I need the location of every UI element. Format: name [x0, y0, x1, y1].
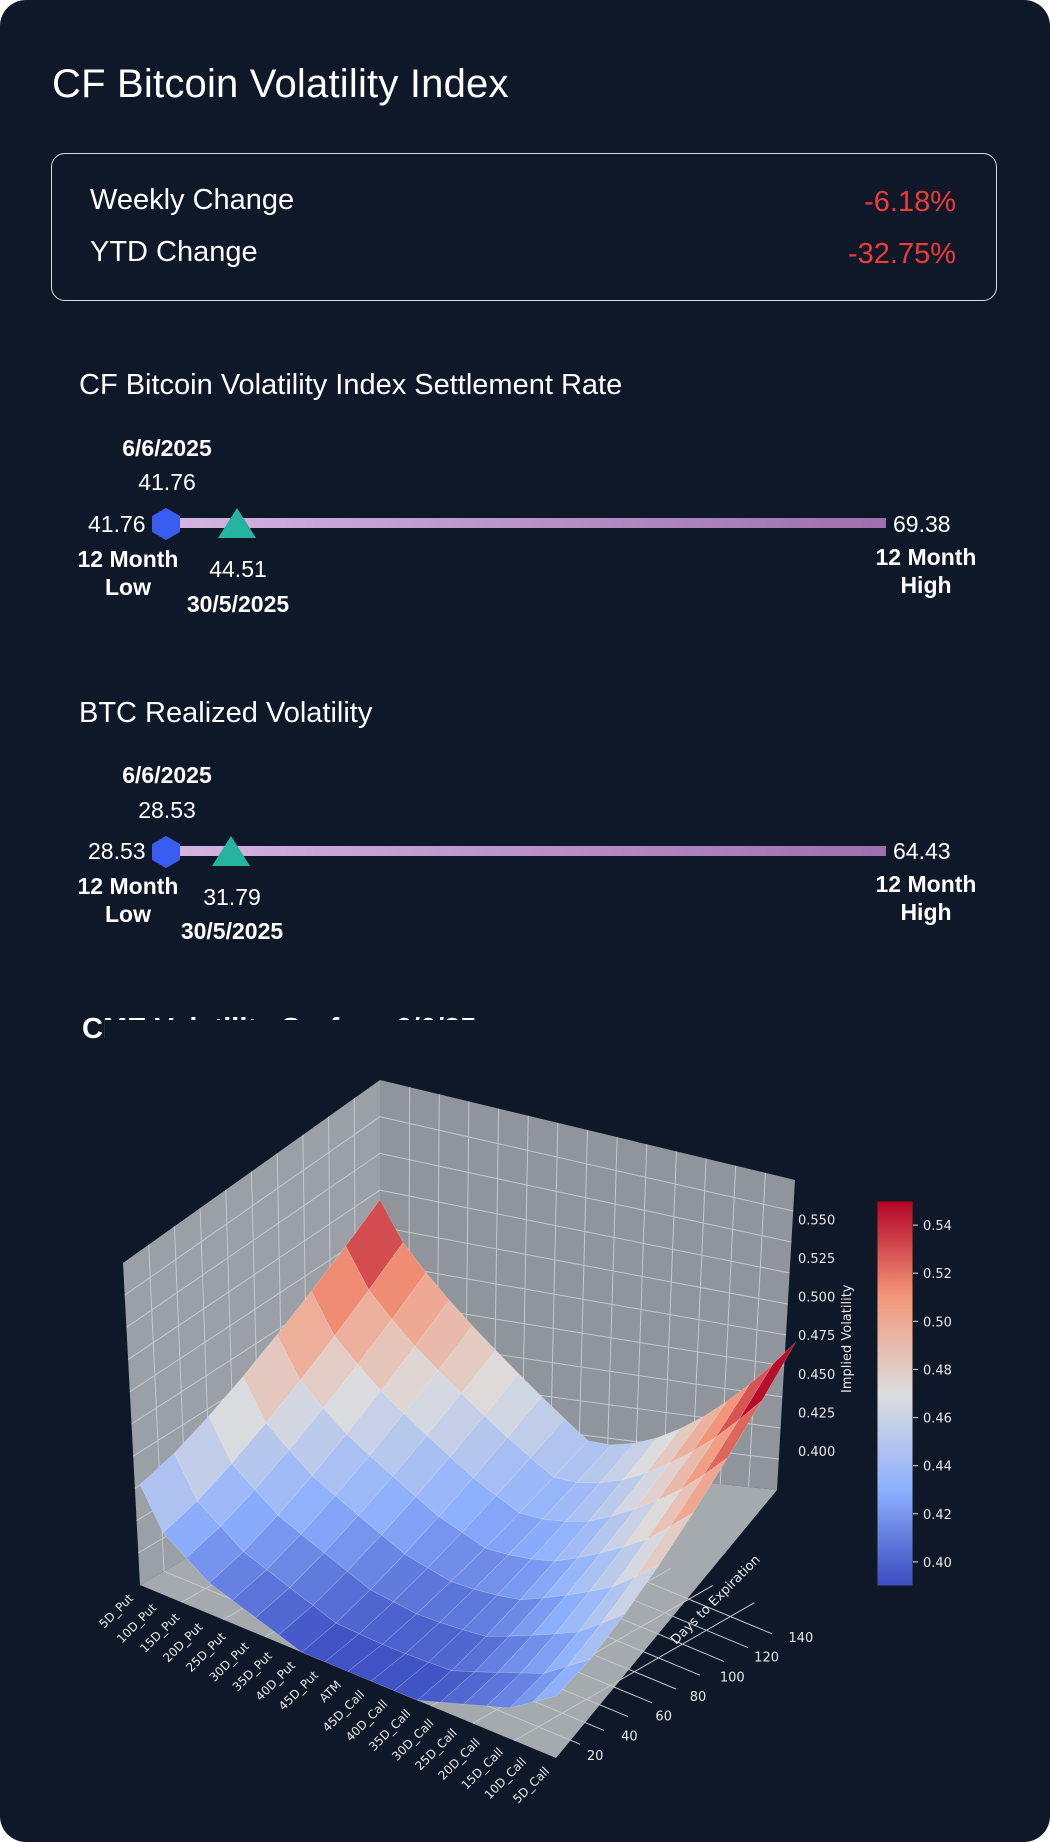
ytd-change-value: -32.75% [847, 238, 956, 270]
weekly-change-value: -6.18% [864, 186, 956, 218]
realized-current-marker [152, 836, 180, 868]
bvx-high-value: 69.38 [893, 511, 951, 537]
surface-patch [531, 1658, 592, 1703]
surface-mesh [139, 1199, 797, 1709]
floor-grid-line [514, 1602, 755, 1742]
z-tick-label: 0.525 [798, 1252, 835, 1267]
back-wall-grid-line [379, 1189, 790, 1274]
back-wall-grid-line [379, 1152, 792, 1243]
ytd-change-label: YTD Change [90, 236, 258, 268]
colorbar-tick-label: 0.44 [923, 1460, 952, 1475]
realized-current-value: 28.53 [138, 797, 196, 823]
bvx-high-label-line2: High [900, 572, 952, 598]
bvx-current-value: 41.76 [138, 469, 196, 495]
volatility-surface-chart: 5D_Put10D_Put15D_Put20D_Put25D_Put30D_Pu… [96, 1020, 965, 1820]
colorbar-tick-label: 0.40 [923, 1556, 952, 1571]
y-tick-label: 20 [587, 1749, 604, 1764]
z-tick-label: 0.475 [798, 1329, 835, 1344]
back-wall-grid-line [379, 1263, 787, 1336]
colorbar-tick-label: 0.50 [923, 1315, 952, 1330]
z-tick-label: 0.550 [798, 1213, 835, 1228]
realized-low-label-line2: Low [105, 901, 151, 927]
realized-prior-marker [212, 836, 250, 866]
y-tick-label: 60 [655, 1710, 672, 1725]
y-tick-label: 40 [621, 1729, 638, 1744]
realized-range-track [166, 846, 886, 856]
realized-low-value: 28.53 [88, 838, 146, 864]
realized-prior-date: 30/5/2025 [180, 918, 284, 944]
page-title: CF Bitcoin Volatility Index [52, 62, 509, 106]
bvx-prior-marker [218, 508, 256, 538]
z-tick-label: 0.400 [798, 1445, 835, 1460]
surface-colorbar-ticks: 0.40 0.42 0.44 0.46 0.48 0.50 0.52 0.54 [913, 1219, 952, 1571]
bvx-current-marker [152, 508, 180, 540]
surface-colorbar [876, 1200, 914, 1587]
realized-high-label-line2: High [900, 899, 952, 925]
back-wall-grid-line [379, 1226, 788, 1305]
realized-range-bar [152, 836, 886, 868]
z-tick-label: 0.500 [798, 1291, 835, 1306]
bvx-range-track [166, 518, 886, 528]
surface-z-axis-label: Implied Volatility [840, 1284, 855, 1393]
colorbar-tick-label: 0.54 [923, 1219, 952, 1234]
surface-patch [669, 1457, 728, 1527]
bvx-range-bar [152, 508, 886, 540]
colorbar-tick-label: 0.52 [923, 1267, 952, 1282]
realized-high-label-line1: 12 Month [875, 871, 977, 897]
y-tick-label: 100 [720, 1670, 745, 1685]
y-tick-label: 80 [690, 1690, 707, 1705]
realized-low-label-line1: 12 Month [77, 873, 179, 899]
realized-high-value: 64.43 [893, 838, 951, 864]
realized-prior-value: 31.79 [203, 884, 261, 910]
bvx-prior-value: 44.51 [209, 556, 267, 582]
surface-y-ticks: 20 40 60 80 100 120 140 [587, 1631, 813, 1764]
realized-current-date: 6/6/2025 [122, 762, 212, 788]
z-tick-label: 0.425 [798, 1406, 835, 1421]
z-tick-label: 0.450 [798, 1368, 835, 1383]
colorbar-tick-label: 0.46 [923, 1412, 952, 1427]
colorbar-tick-label: 0.42 [923, 1508, 952, 1523]
bvx-high-label-line1: 12 Month [875, 544, 977, 570]
realized-section-title: BTC Realized Volatility [79, 697, 373, 729]
colorbar-tick-label: 0.48 [923, 1363, 952, 1378]
changes-box: Weekly Change -6.18% YTD Change -32.75% [51, 153, 997, 301]
back-wall-grid-line [379, 1116, 794, 1212]
surface-z-ticks: 0.400 0.425 0.450 0.475 0.500 0.525 0.550 [798, 1213, 835, 1460]
bvx-prior-date: 30/5/2025 [186, 591, 290, 617]
y-tick-label: 120 [754, 1651, 779, 1666]
bvx-low-label-line1: 12 Month [77, 546, 179, 572]
bvx-current-date: 6/6/2025 [122, 435, 212, 461]
surface-patch [600, 1564, 660, 1625]
bvx-low-label-line2: Low [105, 574, 151, 600]
y-tick-label: 140 [788, 1631, 813, 1646]
weekly-change-label: Weekly Change [90, 184, 295, 216]
bvx-section-title: CF Bitcoin Volatility Index Settlement R… [79, 369, 623, 401]
bvx-low-value: 41.76 [88, 511, 146, 537]
